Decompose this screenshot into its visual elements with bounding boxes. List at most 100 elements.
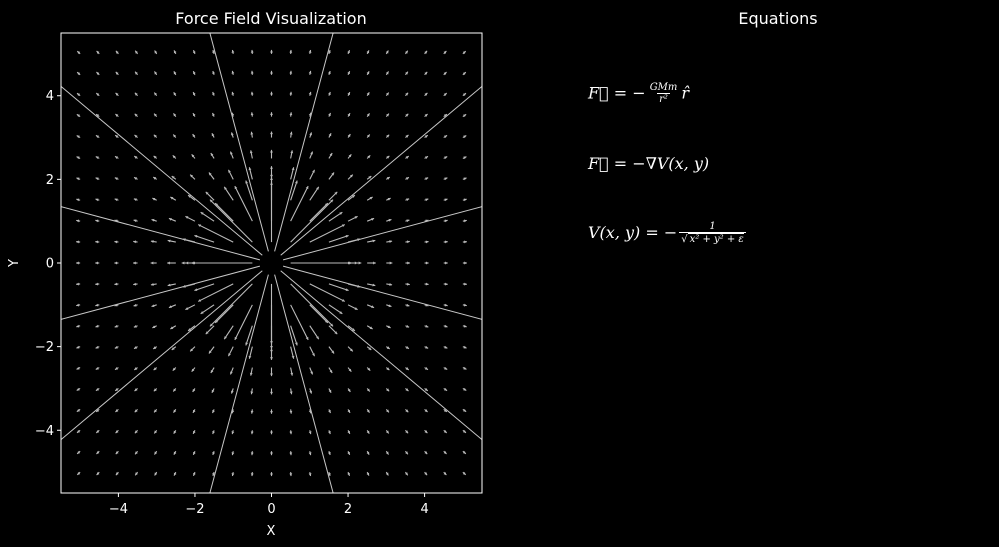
arrow-head (194, 288, 198, 292)
arrow-head (135, 50, 138, 54)
quiver-arrow (231, 471, 235, 477)
eq1-numerator: GMm (649, 82, 678, 93)
arrow-head (308, 91, 312, 95)
arrow-head (425, 198, 429, 202)
arrow-head (250, 91, 254, 95)
eq3-numerator: 1 (709, 221, 716, 232)
arrow-head (200, 212, 204, 215)
quiver-arrow (443, 71, 447, 76)
quiver-arrow (309, 367, 314, 375)
arrow-head (95, 366, 99, 370)
arrow-head (339, 212, 343, 215)
quiver-arrow (443, 387, 448, 392)
quiver-arrow (366, 367, 371, 372)
quiver-arrow (173, 450, 177, 455)
quiver-arrow (115, 71, 119, 76)
arrow-head (324, 320, 328, 323)
quiver-arrow (133, 155, 138, 159)
arrow-head (405, 472, 408, 476)
arrow-head (208, 350, 212, 354)
quiver-arrow (114, 240, 119, 244)
quiver-arrow (328, 430, 331, 435)
arrow-head (405, 113, 409, 117)
quiver-arrow (231, 112, 235, 117)
arrow-head (173, 50, 177, 54)
arrow-head (115, 114, 119, 117)
quiver-arrow (250, 472, 254, 477)
arrow-head (308, 410, 312, 414)
quiver-arrow (348, 261, 362, 265)
arrow-head (366, 113, 370, 117)
quiver-arrow (405, 113, 409, 118)
arrow-head (443, 409, 447, 412)
quiver-arrow (289, 430, 293, 435)
arrow-head (444, 324, 448, 328)
quiver-arrow (290, 199, 334, 243)
axis-ticks: −4 −2 0 2 4 −4 −2 0 2 4 (35, 89, 429, 517)
quiver-arrow (133, 261, 138, 265)
arrow-head (133, 303, 137, 307)
arrow-head (386, 177, 390, 180)
quiver-arrow (347, 367, 352, 373)
quiver-arrow (173, 409, 177, 413)
quiver-arrow (328, 346, 335, 354)
quiver-arrow (192, 450, 196, 456)
quiver-arrow (173, 92, 177, 97)
quiver-arrow (366, 304, 375, 309)
quiver-arrow (153, 409, 158, 413)
arrow-head (385, 92, 389, 96)
quiver-arrow (212, 471, 216, 477)
arrow-head (135, 451, 138, 455)
quiver-arrow (192, 49, 196, 55)
quiver-arrow (191, 367, 196, 373)
arrow-head (250, 70, 254, 74)
quiver-arrow (347, 409, 351, 414)
arrow-head (386, 134, 390, 138)
quiver-arrow (424, 240, 429, 244)
quiver-arrow (328, 112, 331, 117)
arrow-head (168, 218, 172, 221)
arrow-head (115, 156, 119, 159)
quiver-arrow (115, 113, 119, 118)
quiver-arrow (328, 283, 349, 292)
quiver-arrow (443, 261, 448, 265)
arrow-head (170, 197, 174, 200)
arrow-head (385, 472, 389, 476)
quiver-arrow (95, 198, 100, 202)
arrow-head (153, 346, 157, 349)
arrow-head (270, 373, 273, 377)
arrow-head (192, 388, 196, 392)
arrow-head (334, 191, 338, 195)
arrow-head (369, 326, 373, 329)
quiver-arrow (290, 346, 295, 359)
quiver-arrow (309, 388, 313, 394)
arrow-head (231, 49, 235, 53)
arrow-head (190, 174, 194, 178)
quiver-arrow (424, 177, 429, 181)
arrow-head (347, 113, 351, 117)
arrow-head (167, 239, 171, 243)
quiver-arrow (153, 429, 158, 434)
quiver-arrow (133, 282, 138, 286)
quiver-arrow (443, 471, 447, 476)
arrow-head (463, 198, 467, 202)
quiver-arrow (308, 70, 312, 75)
quiver-arrow (290, 150, 294, 159)
arrow-head (154, 451, 158, 455)
arrow-head (173, 409, 177, 413)
quiver-arrow (212, 430, 215, 435)
quiver-arrow (95, 134, 100, 139)
arrow-head (154, 430, 158, 434)
arrow-head (152, 198, 156, 201)
arrow-head (347, 92, 350, 96)
quiver-arrow (309, 346, 316, 357)
arrow-head (291, 355, 295, 359)
arrow-head (95, 282, 99, 286)
arrow-head (357, 238, 361, 242)
arrow-head (406, 240, 410, 244)
arrow-head (115, 71, 119, 75)
arrow-head (443, 430, 447, 433)
eq3-radicand: x² + y² + ε (687, 233, 744, 245)
quiver-arrow (443, 345, 448, 349)
quiver-arrow (76, 135, 81, 139)
